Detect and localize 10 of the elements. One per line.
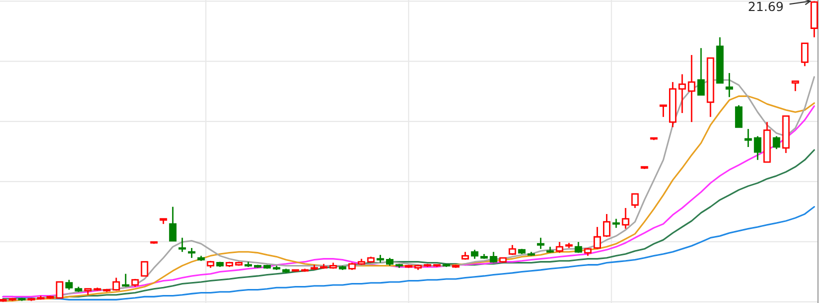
candlestick [622, 207, 630, 230]
candlestick [612, 218, 620, 229]
candlestick [536, 237, 544, 250]
candlestick [669, 81, 676, 128]
candlestick [688, 54, 696, 123]
annotation: 21.69 [748, 2, 783, 12]
candlestick [678, 74, 686, 114]
candlestick [754, 135, 762, 161]
candlestick [726, 72, 734, 98]
candlestick [744, 128, 752, 148]
